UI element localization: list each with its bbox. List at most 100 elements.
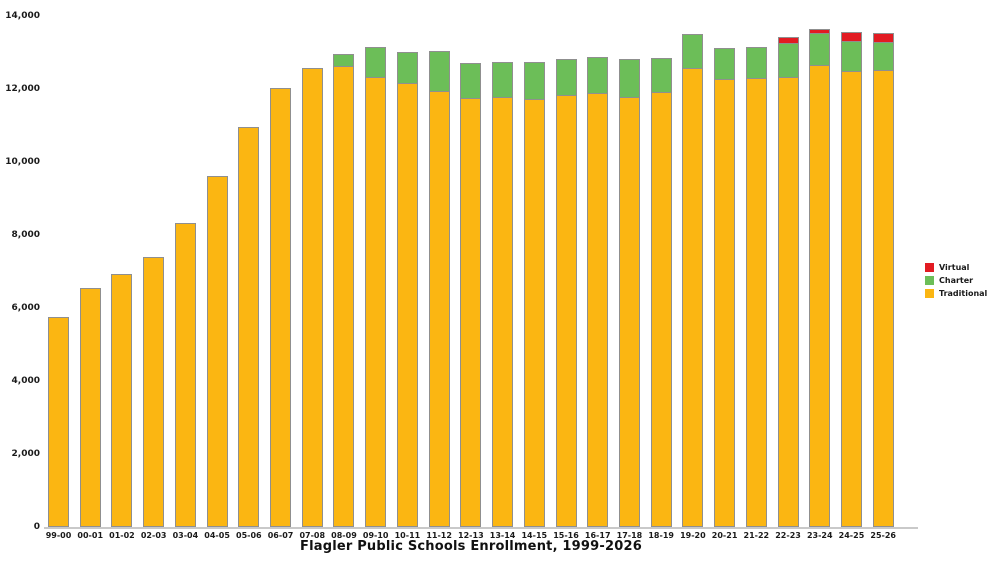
bar-segment-charter-24-25 bbox=[840, 41, 862, 71]
x-tick-label: 06-07 bbox=[267, 531, 294, 540]
bar-06-07: 06-07 bbox=[268, 16, 293, 540]
bar-04-05: 04-05 bbox=[204, 16, 230, 540]
bar-segment-virtual-25-26 bbox=[872, 33, 894, 42]
bar-07-08: 07-08 bbox=[299, 16, 325, 540]
x-tick-label: 02-03 bbox=[140, 531, 167, 540]
bar-segment-traditional-13-14 bbox=[492, 97, 514, 527]
bar-01-02: 01-02 bbox=[109, 16, 135, 540]
bar-segment-charter-18-19 bbox=[650, 58, 672, 92]
bar-segment-charter-20-21 bbox=[714, 47, 736, 80]
chart-title: Flagler Public Schools Enrollment, 1999-… bbox=[299, 539, 642, 554]
bar-segment-charter-09-10 bbox=[365, 47, 387, 77]
bar-segment-traditional-10-11 bbox=[396, 82, 418, 527]
x-tick-label: 00-01 bbox=[77, 531, 104, 540]
y-axis: 0 2,000 4,000 6,000 8,000 10,000 12,000 14,000 bbox=[4, 11, 40, 532]
y-tick-label: 14,000 bbox=[5, 11, 40, 21]
bar-segment-charter-21-22 bbox=[745, 46, 767, 79]
bar-20-21: 20-21 bbox=[712, 16, 737, 540]
bar-16-17: 16-17 bbox=[585, 16, 611, 540]
bar-03-04: 03-04 bbox=[173, 16, 198, 540]
x-tick-label: 01-02 bbox=[109, 531, 135, 540]
bar-segment-traditional-09-10 bbox=[365, 76, 387, 527]
x-tick-label: 05-06 bbox=[236, 531, 262, 540]
legend-swatch-charter bbox=[925, 276, 934, 285]
bar-segment-charter-13-14 bbox=[492, 61, 514, 98]
bar-17-18: 17-18 bbox=[617, 16, 642, 540]
bar-25-26: 25-26 bbox=[870, 16, 896, 540]
legend-label: Traditional bbox=[939, 289, 988, 298]
x-tick-label: 25-26 bbox=[870, 531, 896, 540]
bar-05-06: 05-06 bbox=[236, 16, 262, 540]
x-tick-label: 11-12 bbox=[426, 531, 452, 540]
legend-item-virtual: Virtual bbox=[925, 261, 987, 274]
x-tick-label: 19-20 bbox=[680, 531, 706, 540]
x-tick-label: 03-04 bbox=[172, 531, 199, 540]
bar-segment-charter-08-09 bbox=[333, 53, 355, 67]
bar-segment-traditional-20-21 bbox=[714, 79, 736, 527]
bar-99-00: 99-00 bbox=[46, 16, 71, 540]
bar-segment-charter-22-23 bbox=[777, 43, 799, 77]
bar-segment-traditional-21-22 bbox=[745, 78, 767, 527]
x-axis-line bbox=[44, 527, 918, 529]
bar-segment-traditional-07-08 bbox=[301, 67, 323, 527]
bar-18-19: 18-19 bbox=[648, 16, 674, 540]
y-tick-label: 4,000 bbox=[11, 376, 40, 386]
x-tick-label: 22-23 bbox=[775, 531, 801, 540]
bar-segment-traditional-11-12 bbox=[428, 91, 450, 527]
y-tick-label: 0 bbox=[33, 522, 40, 532]
bar-00-01: 00-01 bbox=[77, 16, 103, 540]
bar-segment-traditional-23-24 bbox=[809, 65, 831, 527]
bar-segment-virtual-22-23 bbox=[777, 36, 799, 44]
bar-segment-traditional-05-06 bbox=[238, 127, 260, 527]
x-tick-label: 08-09 bbox=[331, 531, 357, 540]
plot-area: 99-00 00-01 01-02 02-03 03-04 04-05 05-06 06-07… bbox=[46, 16, 896, 540]
bar-21-22: 21-22 bbox=[744, 16, 769, 540]
bar-segment-traditional-00-01 bbox=[79, 287, 101, 527]
legend: Virtual Charter Traditional bbox=[925, 261, 987, 300]
bar-19-20: 19-20 bbox=[680, 16, 706, 540]
bar-segment-charter-11-12 bbox=[428, 51, 450, 92]
x-tick-label: 15-16 bbox=[553, 531, 579, 540]
x-tick-label: 10-11 bbox=[394, 531, 421, 540]
y-tick-label: 10,000 bbox=[5, 157, 40, 167]
y-tick-label: 2,000 bbox=[11, 449, 40, 459]
x-tick-label: 99-00 bbox=[45, 531, 72, 540]
x-tick-label: 07-08 bbox=[299, 531, 326, 540]
legend-item-charter: Charter bbox=[925, 274, 987, 287]
legend-item-traditional: Traditional bbox=[925, 287, 987, 300]
bar-segment-charter-25-26 bbox=[872, 41, 894, 71]
y-tick-label: 8,000 bbox=[11, 230, 40, 240]
bar-segment-virtual-23-24 bbox=[809, 29, 831, 34]
bar-13-14: 13-14 bbox=[490, 16, 515, 540]
legend-swatch-virtual bbox=[925, 263, 934, 272]
x-tick-label: 16-17 bbox=[584, 531, 611, 540]
x-tick-label: 21-22 bbox=[743, 531, 770, 540]
bar-segment-charter-16-17 bbox=[587, 57, 609, 93]
bar-segment-traditional-03-04 bbox=[174, 222, 196, 527]
bar-23-24: 23-24 bbox=[807, 16, 833, 540]
legend-swatch-traditional bbox=[925, 289, 934, 298]
bar-22-23: 22-23 bbox=[775, 16, 801, 540]
bar-segment-traditional-06-07 bbox=[270, 88, 292, 527]
bar-segment-charter-10-11 bbox=[396, 51, 418, 83]
bar-segment-charter-15-16 bbox=[555, 59, 577, 96]
bar-segment-charter-23-24 bbox=[809, 33, 831, 66]
x-tick-label: 23-24 bbox=[806, 531, 833, 540]
x-tick-label: 09-10 bbox=[362, 531, 389, 540]
bar-segment-charter-12-13 bbox=[460, 62, 482, 98]
bar-segment-virtual-24-25 bbox=[840, 32, 862, 42]
bar-segment-traditional-22-23 bbox=[777, 76, 799, 527]
bar-10-11: 10-11 bbox=[395, 16, 420, 540]
legend-label: Virtual bbox=[939, 263, 970, 272]
bar-segment-traditional-25-26 bbox=[872, 70, 894, 527]
bar-segment-traditional-02-03 bbox=[143, 256, 165, 527]
x-tick-label: 24-25 bbox=[838, 531, 865, 540]
x-tick-label: 13-14 bbox=[489, 531, 516, 540]
x-tick-label: 17-18 bbox=[616, 531, 643, 540]
bar-segment-traditional-12-13 bbox=[460, 97, 482, 527]
x-tick-label: 20-21 bbox=[711, 531, 738, 540]
bar-segment-traditional-18-19 bbox=[650, 91, 672, 527]
bar-segment-traditional-08-09 bbox=[333, 66, 355, 527]
bar-segment-traditional-16-17 bbox=[587, 92, 609, 527]
